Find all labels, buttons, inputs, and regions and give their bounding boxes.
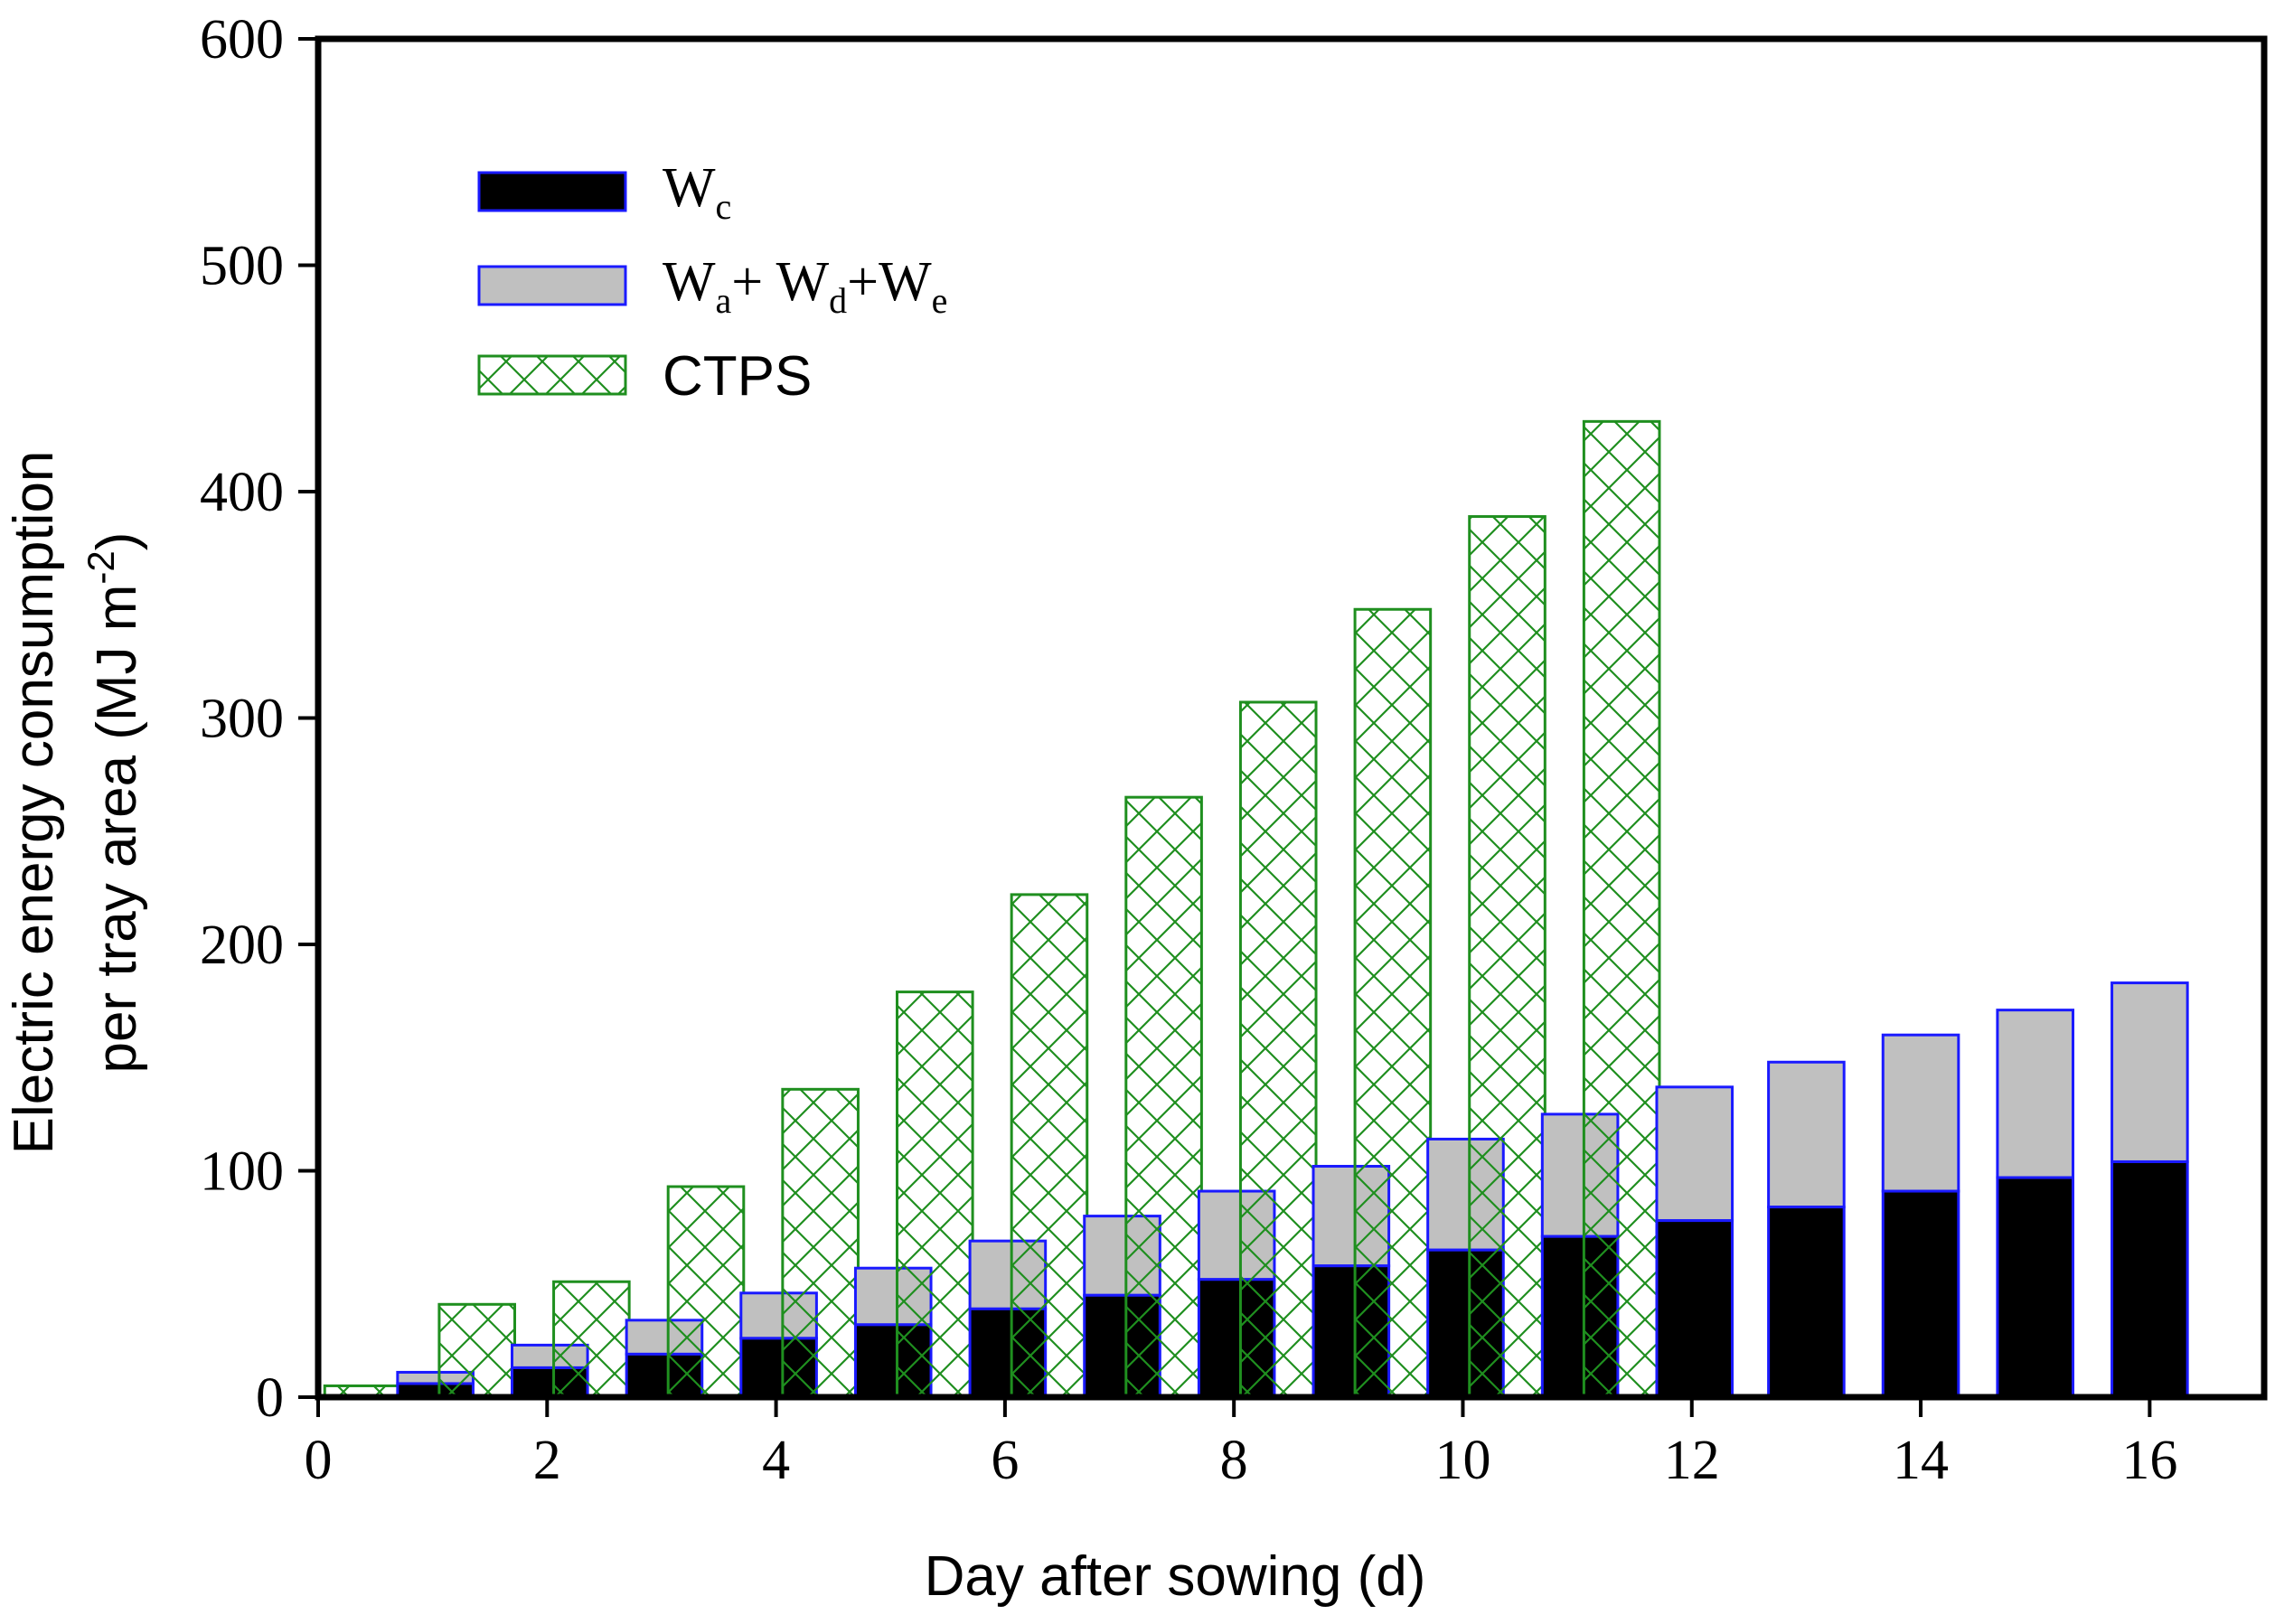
legend-swatch-ctps xyxy=(477,354,627,396)
x-tick-label-14: 14 xyxy=(1893,1430,1949,1491)
bar-ctps-day-4 xyxy=(666,1185,746,1399)
bar-wade-day-14 xyxy=(1881,1033,1960,1193)
legend-label-wc: Wc xyxy=(663,157,731,227)
y-tick-label-500: 500 xyxy=(200,236,284,297)
legend-swatch-wc xyxy=(477,171,627,212)
bar-ctps-day-7 xyxy=(1010,893,1089,1399)
axes-layer xyxy=(298,35,2268,1417)
bar-wade-day-15 xyxy=(1996,1009,2074,1179)
bar-wc-day-12 xyxy=(1655,1219,1734,1399)
labels-layer: 0 100 200 300 400 500 600 0 2 4 6 8 10 12 14 16 xyxy=(200,9,2177,1491)
bar-wade-day-13 xyxy=(1767,1060,1846,1209)
bar-ctps-day-8 xyxy=(1124,795,1203,1399)
bar-ctps-day-2 xyxy=(437,1302,517,1399)
x-tick-label-2: 2 xyxy=(533,1430,561,1491)
y-tick-label-100: 100 xyxy=(200,1141,284,1203)
y-tick-label-400: 400 xyxy=(200,462,284,523)
legend-swatch-wade xyxy=(477,265,627,306)
bars-layer xyxy=(323,419,2189,1399)
bar-ctps-day-3 xyxy=(552,1280,631,1399)
x-tick-label-8: 8 xyxy=(1220,1430,1248,1491)
legend-label-ctps: CTPS xyxy=(663,345,812,408)
bar-ctps-day-6 xyxy=(896,990,974,1399)
y-axis-title-line2: per tray area (MJ m-2) xyxy=(80,532,148,1074)
bar-ctps-day-11 xyxy=(1468,515,1546,1399)
x-tick-label-16: 16 xyxy=(2121,1430,2177,1491)
legend: Wc Wa+ Wd+We CTPS xyxy=(477,157,947,408)
bar-ctps-day-5 xyxy=(781,1087,860,1399)
bar-wc-day-15 xyxy=(1996,1176,2074,1399)
bar-wade-day-16 xyxy=(2110,981,2189,1163)
bar-wc-day-13 xyxy=(1767,1206,1846,1399)
y-axis-title-line1: Electric energy consumption xyxy=(3,451,65,1155)
y-tick-label-300: 300 xyxy=(200,689,284,750)
bar-ctps-day-12 xyxy=(1582,419,1661,1399)
x-tick-label-0: 0 xyxy=(305,1430,333,1491)
y-tick-label-600: 600 xyxy=(200,9,284,70)
legend-label-wade: Wa+ Wd+We xyxy=(663,251,947,321)
x-tick-label-6: 6 xyxy=(991,1430,1019,1491)
x-axis-title: Day after sowing (d) xyxy=(925,1545,1426,1608)
x-tick-label-12: 12 xyxy=(1664,1430,1720,1491)
bar-wc-day-14 xyxy=(1881,1189,1960,1399)
bar-ctps-day-9 xyxy=(1238,700,1318,1399)
x-tick-label-4: 4 xyxy=(762,1430,790,1491)
x-tick-label-10: 10 xyxy=(1434,1430,1490,1491)
y-tick-label-0: 0 xyxy=(256,1367,284,1429)
y-tick-label-200: 200 xyxy=(200,915,284,976)
bar-ctps-day-10 xyxy=(1353,607,1433,1399)
bar-wade-day-12 xyxy=(1655,1085,1734,1223)
bar-wc-day-16 xyxy=(2110,1159,2189,1399)
